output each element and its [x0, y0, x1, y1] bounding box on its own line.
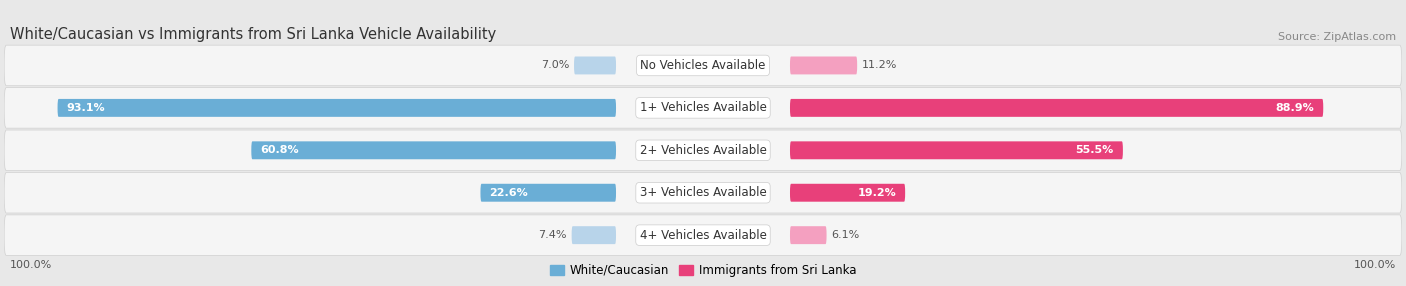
FancyBboxPatch shape — [790, 57, 858, 74]
FancyBboxPatch shape — [790, 226, 827, 244]
Text: 7.4%: 7.4% — [538, 230, 567, 240]
Text: 19.2%: 19.2% — [858, 188, 896, 198]
Text: 88.9%: 88.9% — [1275, 103, 1315, 113]
Text: 2+ Vehicles Available: 2+ Vehicles Available — [640, 144, 766, 157]
FancyBboxPatch shape — [4, 88, 1402, 128]
FancyBboxPatch shape — [790, 99, 1323, 117]
FancyBboxPatch shape — [4, 215, 1402, 255]
FancyBboxPatch shape — [4, 172, 1402, 213]
Legend: White/Caucasian, Immigrants from Sri Lanka: White/Caucasian, Immigrants from Sri Lan… — [546, 259, 860, 281]
Text: 4+ Vehicles Available: 4+ Vehicles Available — [640, 229, 766, 242]
Text: 22.6%: 22.6% — [489, 188, 529, 198]
FancyBboxPatch shape — [574, 57, 616, 74]
FancyBboxPatch shape — [4, 130, 1402, 170]
Text: 7.0%: 7.0% — [541, 60, 569, 70]
Text: 1+ Vehicles Available: 1+ Vehicles Available — [640, 101, 766, 114]
Text: Source: ZipAtlas.com: Source: ZipAtlas.com — [1278, 32, 1396, 42]
FancyBboxPatch shape — [572, 226, 616, 244]
Text: 93.1%: 93.1% — [66, 103, 105, 113]
FancyBboxPatch shape — [481, 184, 616, 202]
Text: 3+ Vehicles Available: 3+ Vehicles Available — [640, 186, 766, 199]
Text: 100.0%: 100.0% — [1354, 260, 1396, 270]
Text: 100.0%: 100.0% — [10, 260, 52, 270]
Text: No Vehicles Available: No Vehicles Available — [640, 59, 766, 72]
Text: 6.1%: 6.1% — [831, 230, 859, 240]
Text: White/Caucasian vs Immigrants from Sri Lanka Vehicle Availability: White/Caucasian vs Immigrants from Sri L… — [10, 27, 496, 42]
FancyBboxPatch shape — [790, 141, 1123, 159]
FancyBboxPatch shape — [4, 45, 1402, 86]
FancyBboxPatch shape — [58, 99, 616, 117]
Text: 11.2%: 11.2% — [862, 60, 897, 70]
Text: 60.8%: 60.8% — [260, 145, 299, 155]
FancyBboxPatch shape — [252, 141, 616, 159]
FancyBboxPatch shape — [790, 184, 905, 202]
Text: 55.5%: 55.5% — [1076, 145, 1114, 155]
